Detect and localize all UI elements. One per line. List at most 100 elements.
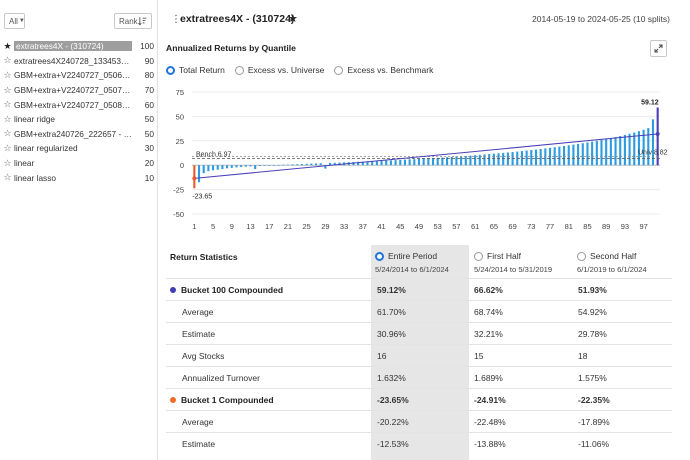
second-half-value: 18 xyxy=(578,350,588,361)
bar xyxy=(371,161,374,166)
radio-selected-icon[interactable] xyxy=(166,65,175,75)
bar xyxy=(286,164,289,166)
star-outline-icon[interactable]: ☆ xyxy=(3,128,12,139)
radio-unselected-icon[interactable] xyxy=(234,65,244,75)
x-tick-label: 81 xyxy=(565,222,573,231)
bar xyxy=(506,152,509,166)
first-half-value: 68.74% xyxy=(474,306,503,317)
x-tick-label: 21 xyxy=(284,222,292,231)
return-type-option[interactable]: Excess vs. Benchmark xyxy=(334,65,433,75)
model-list-item[interactable]: ★ extratrees4X - (310724) 100 xyxy=(0,39,158,54)
model-list-item[interactable]: ☆ linear lasso 10 xyxy=(0,170,158,185)
expand-icon xyxy=(654,44,663,53)
bar xyxy=(296,164,299,166)
bar xyxy=(572,144,575,166)
bar xyxy=(240,165,243,167)
stat-row: Average -20.22% -22.48% -17.89% xyxy=(166,410,672,432)
star-outline-icon[interactable]: ☆ xyxy=(3,172,12,183)
star-outline-icon[interactable]: ☆ xyxy=(3,55,12,66)
x-tick-label: 33 xyxy=(340,222,348,231)
x-tick-label: 41 xyxy=(377,222,385,231)
bar xyxy=(623,134,626,166)
stat-row: Avg Stocks 16 15 18 xyxy=(166,344,672,366)
bar xyxy=(446,157,449,166)
bar xyxy=(577,143,580,166)
model-list-item[interactable]: ☆ GBM+extra+V2240727_05064... 80 xyxy=(0,68,158,83)
filter-label: All xyxy=(9,16,18,26)
star-outline-icon[interactable]: ☆ xyxy=(3,113,12,124)
bar xyxy=(333,162,336,166)
favorite-star-icon[interactable]: ★ xyxy=(288,13,298,25)
model-name: linear xyxy=(14,158,35,169)
bar xyxy=(310,163,313,166)
star-outline-icon[interactable]: ☆ xyxy=(3,99,12,110)
expand-chart-button[interactable] xyxy=(650,40,667,57)
bar xyxy=(605,139,608,166)
entire-period-value: -20.22% xyxy=(377,416,409,427)
model-score: 80 xyxy=(144,70,154,81)
bar xyxy=(366,161,369,166)
bar xyxy=(389,160,392,166)
bar xyxy=(399,159,402,166)
y-tick-label: 25 xyxy=(176,137,184,146)
star-filled-icon[interactable]: ★ xyxy=(3,40,12,51)
x-tick-label: 37 xyxy=(359,222,367,231)
x-tick-label: 5 xyxy=(211,222,215,231)
radio-unselected-icon[interactable] xyxy=(334,65,344,75)
model-list-item[interactable]: ☆ GBM+extra+V2240727_05073... 70 xyxy=(0,83,158,98)
x-tick-label: 29 xyxy=(321,222,329,231)
bar xyxy=(656,107,659,166)
page-header: ⋮ extratrees4X - (310724) ★ 2014-05-19 t… xyxy=(160,0,690,36)
model-list-item[interactable]: ☆ linear 20 xyxy=(0,156,158,171)
period-column-header[interactable]: Second Half 6/1/2019 to 6/1/2024 xyxy=(577,251,647,274)
radio-unselected-icon[interactable] xyxy=(577,251,586,261)
bucket-color-dot xyxy=(170,286,176,293)
bar xyxy=(207,165,210,172)
bar xyxy=(591,141,594,166)
bar xyxy=(417,158,421,166)
model-list-item[interactable]: ☆ linear regularized 30 xyxy=(0,141,158,156)
model-list-item[interactable]: ☆ extratrees4X240728_133453(31... 90 xyxy=(0,54,158,69)
period-column-header[interactable]: First Half 5/24/2014 to 5/31/2019 xyxy=(474,251,552,274)
bar xyxy=(469,155,472,166)
x-tick-label: 57 xyxy=(452,222,460,231)
entire-period-value: -23.65% xyxy=(377,394,409,405)
page-title: extratrees4X - (310724) xyxy=(180,13,295,25)
model-score: 90 xyxy=(144,55,154,66)
bar xyxy=(329,162,332,166)
model-name: linear ridge xyxy=(14,114,56,125)
filter-dropdown[interactable]: All ▼ xyxy=(4,13,25,29)
period-dates: 6/1/2019 to 6/1/2024 xyxy=(577,265,647,274)
model-list-item[interactable]: ☆ GBM+extra240726_222657 - (3... 50 xyxy=(0,127,158,142)
period-column-header[interactable]: Entire Period 5/24/2014 to 6/1/2024 xyxy=(375,251,449,274)
model-score: 20 xyxy=(144,158,154,169)
return-type-option[interactable]: Excess vs. Universe xyxy=(234,65,324,75)
more-options-icon[interactable]: ⋮ xyxy=(171,14,181,25)
rank-sort-button[interactable]: Rank xyxy=(114,13,152,29)
x-tick-label: 93 xyxy=(621,222,629,231)
y-tick-label: 50 xyxy=(176,112,184,121)
bar xyxy=(633,132,636,166)
model-name: GBM+extra+V2240727_05082... xyxy=(14,99,132,110)
model-score: 10 xyxy=(144,172,154,183)
second-half-value: -22.35% xyxy=(578,394,610,405)
bar xyxy=(212,165,215,171)
model-list-item[interactable]: ☆ GBM+extra+V2240727_05082... 60 xyxy=(0,97,158,112)
radio-unselected-icon[interactable] xyxy=(474,251,483,261)
bar xyxy=(548,147,552,166)
model-score: 100 xyxy=(140,41,154,52)
x-tick-label: 77 xyxy=(546,222,554,231)
star-outline-icon[interactable]: ☆ xyxy=(3,69,12,80)
star-outline-icon[interactable]: ☆ xyxy=(3,142,12,153)
star-outline-icon[interactable]: ☆ xyxy=(3,84,12,95)
entire-period-value: 61.70% xyxy=(377,306,406,317)
second-half-value: 51.93% xyxy=(578,284,607,295)
radio-selected-icon[interactable] xyxy=(375,251,384,261)
star-outline-icon[interactable]: ☆ xyxy=(3,157,12,168)
entire-period-value: 1.632% xyxy=(377,372,406,383)
return-type-option[interactable]: Total Return xyxy=(166,65,225,75)
bar xyxy=(600,139,603,166)
stat-row: Annualized Turnover 1.632% 1.689% 1.575% xyxy=(166,366,672,388)
model-list-item[interactable]: ☆ linear ridge 50 xyxy=(0,112,158,127)
bar xyxy=(197,165,201,183)
